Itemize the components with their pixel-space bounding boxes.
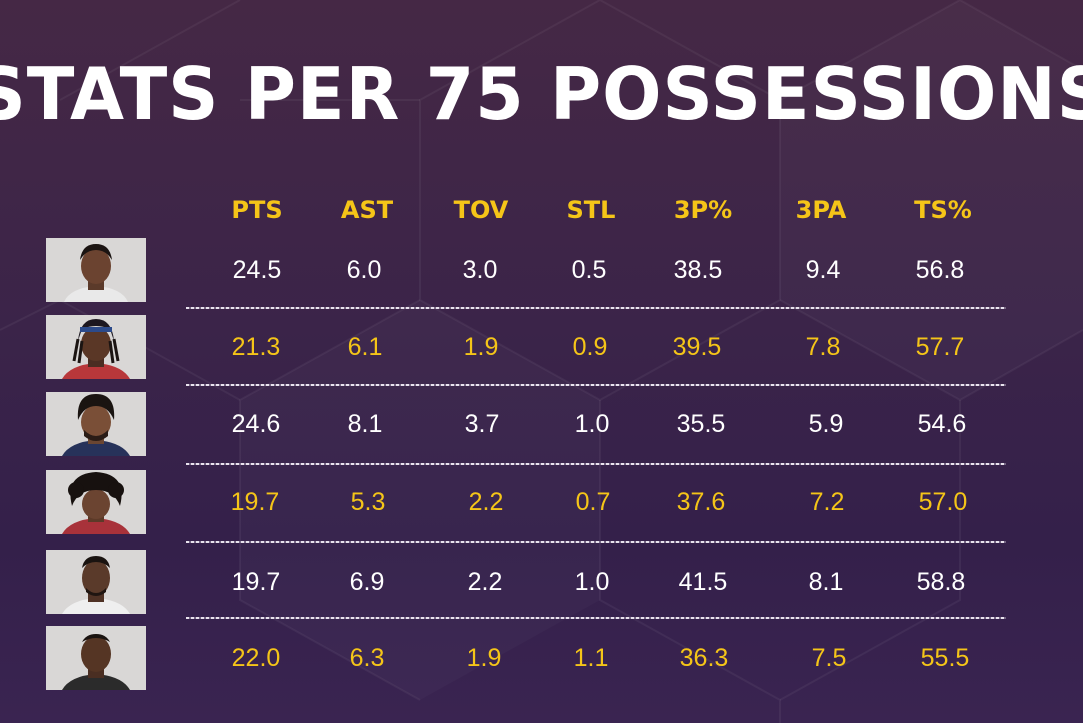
- player-headshot: [46, 550, 146, 614]
- player-headshot-image: [46, 238, 146, 302]
- row-divider: [186, 307, 1006, 309]
- stat-stl: 1.1: [573, 644, 609, 672]
- column-headers: PTS AST TOV STL 3P% 3PA TS%: [0, 190, 1083, 230]
- stat-tov: 1.9: [463, 333, 499, 361]
- stat-3pa: 7.8: [805, 333, 841, 361]
- column-header-tov: TOV: [453, 196, 509, 224]
- player-headshot: [46, 470, 146, 534]
- stat-ast: 6.0: [346, 256, 382, 284]
- stat-tov: 3.7: [464, 410, 500, 438]
- column-header-pts: PTS: [231, 196, 283, 224]
- stat-ts-pct: 54.6: [917, 410, 967, 438]
- stat-ast: 8.1: [347, 410, 383, 438]
- stat-3pa: 9.4: [805, 256, 841, 284]
- stat-pts: 22.0: [231, 644, 281, 672]
- table-row: 19.7 5.3 2.2 0.7 37.6 7.2 57.0: [0, 470, 1083, 536]
- column-header-ts-pct: TS%: [914, 196, 972, 224]
- stat-tov: 2.2: [468, 488, 504, 516]
- stat-stl: 0.5: [571, 256, 607, 284]
- player-headshot: [46, 238, 146, 302]
- stat-ts-pct: 57.0: [918, 488, 968, 516]
- player-headshot: [46, 626, 146, 690]
- stat-ts-pct: 57.7: [915, 333, 965, 361]
- column-header-3pa: 3PA: [795, 196, 847, 224]
- column-header-ast: AST: [340, 196, 394, 224]
- stat-stl: 1.0: [574, 568, 610, 596]
- stat-ast: 6.9: [349, 568, 385, 596]
- stat-stl: 0.7: [575, 488, 611, 516]
- stat-tov: 1.9: [466, 644, 502, 672]
- stat-pts: 19.7: [230, 488, 280, 516]
- stat-3pa: 7.2: [809, 488, 845, 516]
- stat-ast: 5.3: [350, 488, 386, 516]
- stat-3p-pct: 39.5: [672, 333, 722, 361]
- stat-pts: 24.5: [232, 256, 282, 284]
- row-divider: [186, 617, 1006, 619]
- column-header-3p-pct: 3P%: [673, 196, 733, 224]
- stat-pts: 24.6: [231, 410, 281, 438]
- stat-3p-pct: 36.3: [679, 644, 729, 672]
- player-headshot-image: [46, 470, 146, 534]
- stat-3p-pct: 35.5: [676, 410, 726, 438]
- player-headshot-image: [46, 550, 146, 614]
- stat-tov: 2.2: [467, 568, 503, 596]
- stat-3pa: 8.1: [808, 568, 844, 596]
- player-headshot-image: [46, 626, 146, 690]
- player-headshot: [46, 315, 146, 379]
- stat-ts-pct: 58.8: [916, 568, 966, 596]
- row-divider: [186, 541, 1006, 543]
- table-row: 24.6 8.1 3.7 1.0 35.5 5.9 54.6: [0, 392, 1083, 458]
- stat-3p-pct: 41.5: [678, 568, 728, 596]
- table-row: 21.3 6.1 1.9 0.9 39.5 7.8 57.7: [0, 315, 1083, 381]
- player-headshot-image: [46, 392, 146, 456]
- stat-3p-pct: 37.6: [676, 488, 726, 516]
- stat-ts-pct: 56.8: [915, 256, 965, 284]
- row-divider: [186, 384, 1006, 386]
- stat-tov: 3.0: [462, 256, 498, 284]
- stat-3pa: 5.9: [808, 410, 844, 438]
- player-headshot: [46, 392, 146, 456]
- stat-stl: 1.0: [574, 410, 610, 438]
- column-header-stl: STL: [566, 196, 616, 224]
- page-title: STATS PER 75 POSSESSIONS: [0, 52, 1083, 136]
- stat-ast: 6.1: [347, 333, 383, 361]
- row-divider: [186, 463, 1006, 465]
- stat-ts-pct: 55.5: [920, 644, 970, 672]
- stat-3p-pct: 38.5: [673, 256, 723, 284]
- stat-3pa: 7.5: [811, 644, 847, 672]
- stat-ast: 6.3: [349, 644, 385, 672]
- table-row: 24.5 6.0 3.0 0.5 38.5 9.4 56.8: [0, 238, 1083, 304]
- stat-pts: 21.3: [231, 333, 281, 361]
- stat-pts: 19.7: [231, 568, 281, 596]
- stat-stl: 0.9: [572, 333, 608, 361]
- table-row: 19.7 6.9 2.2 1.0 41.5 8.1 58.8: [0, 550, 1083, 616]
- player-headshot-image: [46, 315, 146, 379]
- table-row: 22.0 6.3 1.9 1.1 36.3 7.5 55.5: [0, 626, 1083, 692]
